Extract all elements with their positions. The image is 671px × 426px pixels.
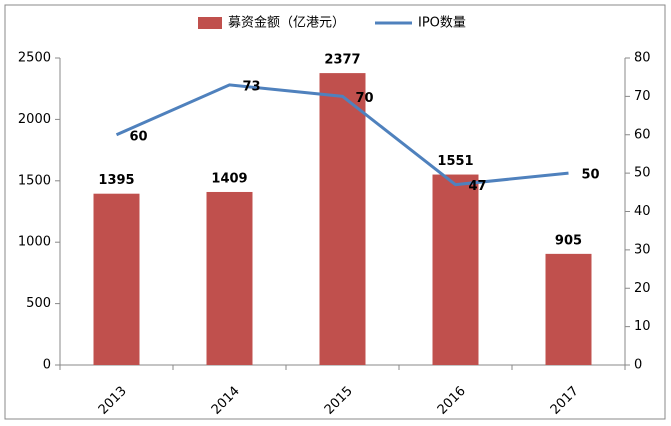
- y2-tick-label: 60: [634, 127, 651, 142]
- bar: [206, 191, 253, 365]
- line-value-label: 70: [356, 91, 374, 106]
- y2-tick-label: 30: [634, 242, 651, 257]
- y2-tick-label: 20: [634, 281, 651, 296]
- bar-value-label: 1395: [98, 173, 134, 188]
- y-tick-label: 500: [26, 296, 51, 311]
- bar-value-label: 1409: [211, 171, 247, 186]
- bar-value-label: 2377: [324, 53, 360, 68]
- y2-tick-label: 80: [634, 51, 651, 66]
- bar: [545, 253, 592, 365]
- bar-value-label: 905: [555, 233, 582, 248]
- legend-label: 募资金额（亿港元）: [228, 15, 345, 31]
- bar-value-label: 1551: [437, 154, 473, 169]
- line: [115, 83, 569, 187]
- y-tick-label: 1500: [18, 173, 51, 188]
- line-value-label: 73: [243, 79, 261, 94]
- y2-tick-label: 50: [634, 166, 651, 181]
- bar: [432, 174, 479, 365]
- bar: [93, 193, 140, 365]
- y2-tick-label: 10: [634, 319, 651, 334]
- y-tick-label: 0: [43, 358, 51, 373]
- y-tick-label: 2500: [18, 51, 51, 66]
- line-value-label: 60: [130, 129, 148, 144]
- line-value-label: 47: [469, 179, 487, 194]
- y-tick-label: 1000: [18, 235, 51, 250]
- legend-label: IPO数量: [418, 16, 466, 31]
- bar: [319, 73, 366, 365]
- line-value-label: 50: [582, 168, 600, 183]
- y2-tick-label: 70: [634, 89, 651, 104]
- legend-swatch: [198, 17, 222, 29]
- y2-tick-label: 40: [634, 204, 651, 219]
- y-tick-label: 2000: [18, 112, 51, 127]
- y2-tick-label: 0: [634, 358, 642, 373]
